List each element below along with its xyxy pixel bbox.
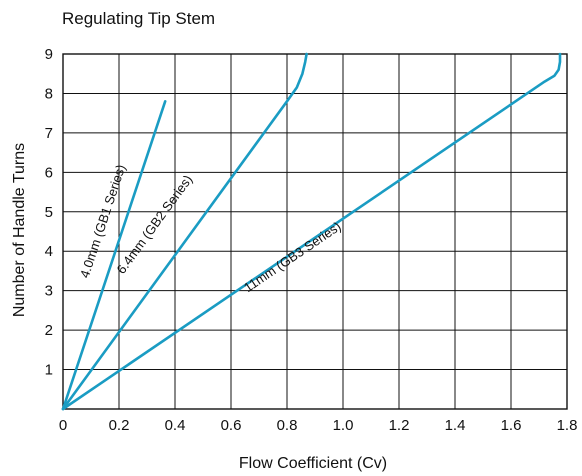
x-tick-label: 0: [59, 417, 67, 434]
x-tick-label: 0.2: [109, 417, 130, 434]
x-tick-label: 1.0: [333, 417, 354, 434]
series-line-3: [61, 52, 562, 411]
series-label-2: 6.4mm (GB2 Series): [113, 172, 195, 277]
x-tick-label: 0.8: [277, 417, 298, 434]
y-tick-label: 3: [45, 283, 53, 300]
y-axis-label: Number of Handle Turns: [11, 143, 28, 317]
x-tick-label: 1.6: [501, 417, 522, 434]
x-tick-label: 1.4: [445, 417, 466, 434]
x-tick-label: 1.2: [389, 417, 410, 434]
plot-frame: [62, 53, 568, 410]
chart-title: Regulating Tip Stem: [62, 9, 215, 28]
y-tick-label: 1: [45, 362, 53, 379]
series-label-3: 11mm (GB3 Series): [241, 219, 344, 295]
series-labels: 4.0mm (GB1 Series)6.4mm (GB2 Series) 11mm…: [77, 163, 344, 296]
series-group: [61, 52, 562, 411]
x-tick-label: 0.4: [165, 417, 186, 434]
y-tick-label: 6: [45, 164, 53, 181]
x-tick-label: 0.6: [221, 417, 242, 434]
y-tick-label: 2: [45, 322, 53, 339]
y-tick-label: 5: [45, 204, 53, 221]
x-axis-label: Flow Coefficient (Cv): [239, 455, 387, 472]
y-tick-label: 4: [45, 243, 53, 260]
y-tick-label: 9: [45, 46, 53, 63]
y-tick-label: 8: [45, 85, 53, 102]
series-line-2: [61, 52, 308, 411]
y-tick-label: 7: [45, 125, 53, 142]
grid: [62, 53, 568, 410]
x-tick-label: 1.8: [557, 417, 578, 434]
series-line-1: [61, 100, 167, 411]
tick-labels: 0 0.2 0.4 0.6 0.8 1.0 1.2 1.4 1.6 1.8 1 2 3 4 5 6 7 8 9: [45, 46, 578, 434]
